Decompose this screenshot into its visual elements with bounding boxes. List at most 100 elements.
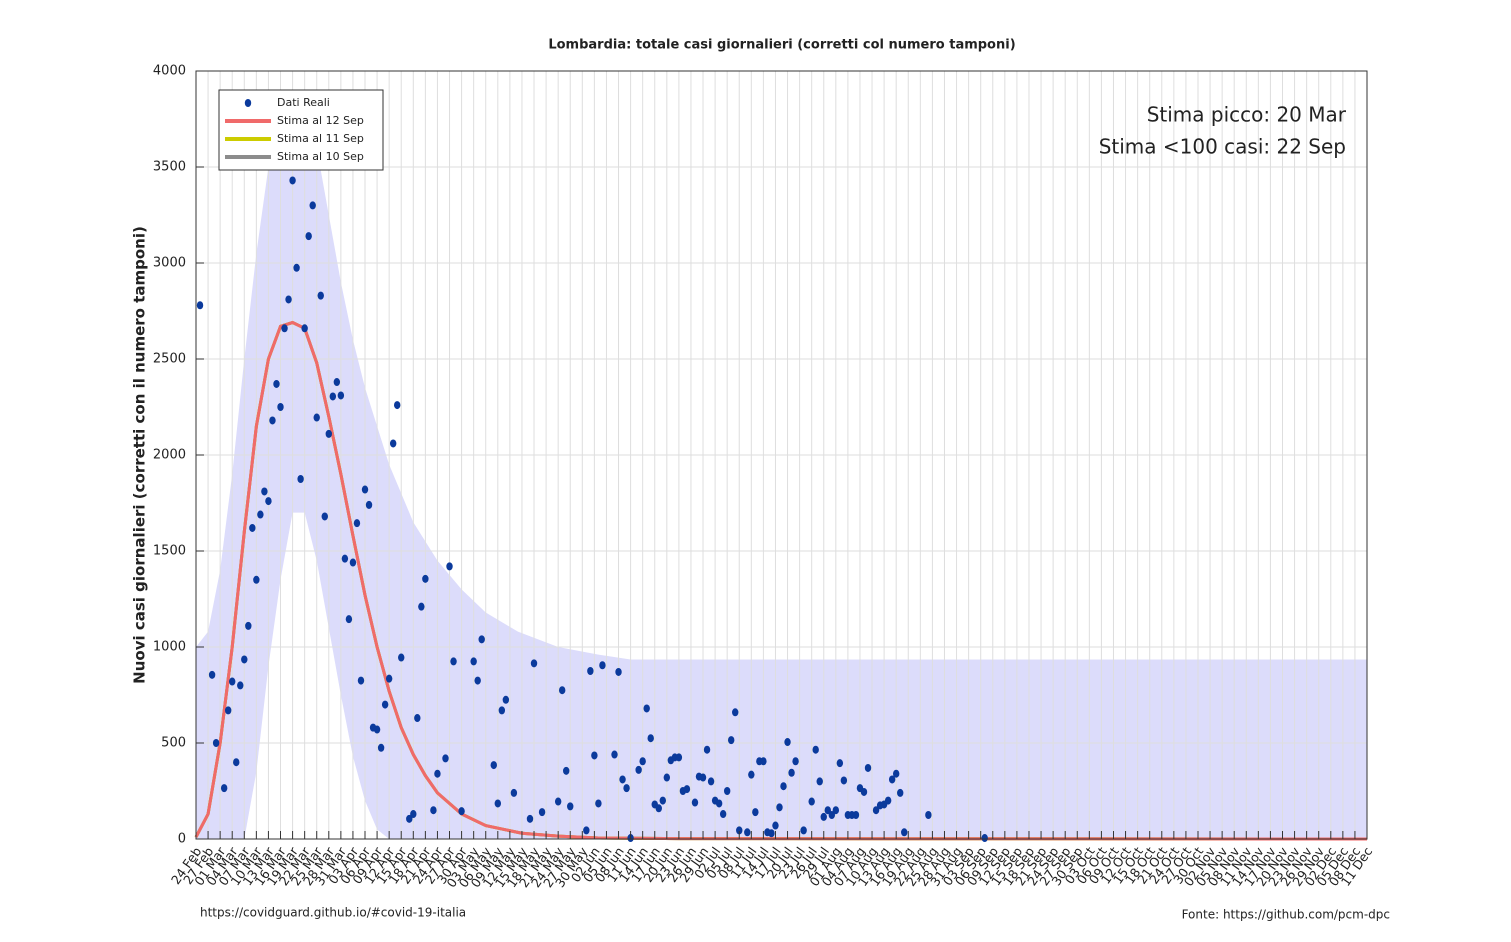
data-point <box>337 391 345 400</box>
data-point <box>357 676 365 685</box>
data-point <box>707 777 715 786</box>
data-point <box>241 655 248 664</box>
data-point <box>269 416 276 425</box>
y-tick-label: 3500 <box>153 160 186 175</box>
data-point <box>732 708 739 717</box>
data-point <box>229 677 236 686</box>
data-point <box>293 263 300 272</box>
data-point <box>655 804 662 813</box>
data-point <box>450 657 457 666</box>
data-point <box>289 176 296 185</box>
data-point <box>723 787 731 795</box>
data-point <box>824 806 831 815</box>
footer-right: Fonte: https://github.com/pcm-dpc <box>1182 908 1390 922</box>
data-point <box>892 769 900 778</box>
data-point <box>897 788 904 797</box>
data-point <box>643 704 650 713</box>
data-point <box>715 799 723 808</box>
data-point <box>398 653 405 662</box>
data-point <box>832 806 840 815</box>
data-point <box>788 768 795 777</box>
legend-label: Stima al 10 Sep <box>277 150 364 163</box>
legend-label: Dati Reali <box>277 96 330 109</box>
data-point <box>253 575 260 584</box>
y-tick-label: 4000 <box>153 64 186 79</box>
data-point <box>321 512 328 521</box>
data-point <box>349 558 357 567</box>
data-point <box>719 810 727 819</box>
data-point <box>554 797 562 806</box>
data-point <box>538 808 546 817</box>
annotation: Stima picco: 20 Mar <box>1147 103 1347 127</box>
data-point <box>599 661 606 670</box>
data-point <box>595 799 602 808</box>
data-point <box>224 706 232 715</box>
data-point <box>820 812 827 821</box>
data-point <box>812 745 819 754</box>
data-point <box>341 554 349 563</box>
data-point <box>377 743 385 752</box>
data-point <box>309 201 316 210</box>
data-point <box>647 734 654 743</box>
data-point <box>611 750 618 759</box>
data-point <box>860 787 868 796</box>
data-point <box>526 814 534 823</box>
data-point <box>639 757 646 766</box>
data-point <box>784 738 791 747</box>
data-point <box>727 736 735 745</box>
data-point <box>414 714 421 723</box>
data-point <box>901 828 908 837</box>
data-point <box>418 602 425 611</box>
data-point <box>583 826 590 835</box>
data-point <box>281 324 288 333</box>
y-tick-label: 2000 <box>153 448 186 463</box>
data-point <box>478 635 485 644</box>
data-point <box>297 475 304 483</box>
data-point <box>273 379 280 388</box>
confidence-band <box>196 90 1367 839</box>
data-point <box>816 777 823 786</box>
data-point <box>410 810 417 819</box>
data-point <box>313 413 320 422</box>
data-point <box>736 826 743 835</box>
y-tick-label: 1000 <box>153 640 186 655</box>
data-point <box>317 291 324 300</box>
data-point <box>872 806 880 815</box>
data-point <box>434 769 441 778</box>
data-point <box>301 324 308 333</box>
data-point <box>470 657 477 666</box>
legend-label: Stima al 12 Sep <box>277 114 364 127</box>
data-point <box>345 615 353 624</box>
data-point <box>663 773 671 782</box>
data-point <box>249 523 256 532</box>
data-point <box>772 821 779 830</box>
data-point <box>305 232 312 241</box>
data-point <box>591 751 598 760</box>
data-point <box>458 807 465 816</box>
data-point <box>800 826 807 835</box>
data-point <box>567 802 574 811</box>
data-point <box>361 485 369 494</box>
data-point <box>498 706 506 715</box>
data-point <box>852 811 860 819</box>
data-point <box>196 301 204 310</box>
data-point <box>776 803 783 812</box>
data-point <box>494 799 502 808</box>
data-point <box>808 797 815 806</box>
data-point <box>744 828 751 837</box>
data-point <box>884 796 892 805</box>
chart-title: Lombardia: totale casi giornalieri (corr… <box>548 38 1015 53</box>
data-point <box>619 775 626 784</box>
data-point <box>502 695 510 704</box>
data-point <box>623 784 630 793</box>
data-point <box>768 829 775 838</box>
data-point <box>752 808 759 817</box>
data-point <box>828 811 836 819</box>
data-point <box>381 700 389 709</box>
y-axis-label: Nuovi casi giornalieri (corretti con il … <box>131 226 149 684</box>
legend-label: Stima al 11 Sep <box>277 132 364 145</box>
data-point <box>422 574 429 583</box>
data-point <box>212 739 220 747</box>
